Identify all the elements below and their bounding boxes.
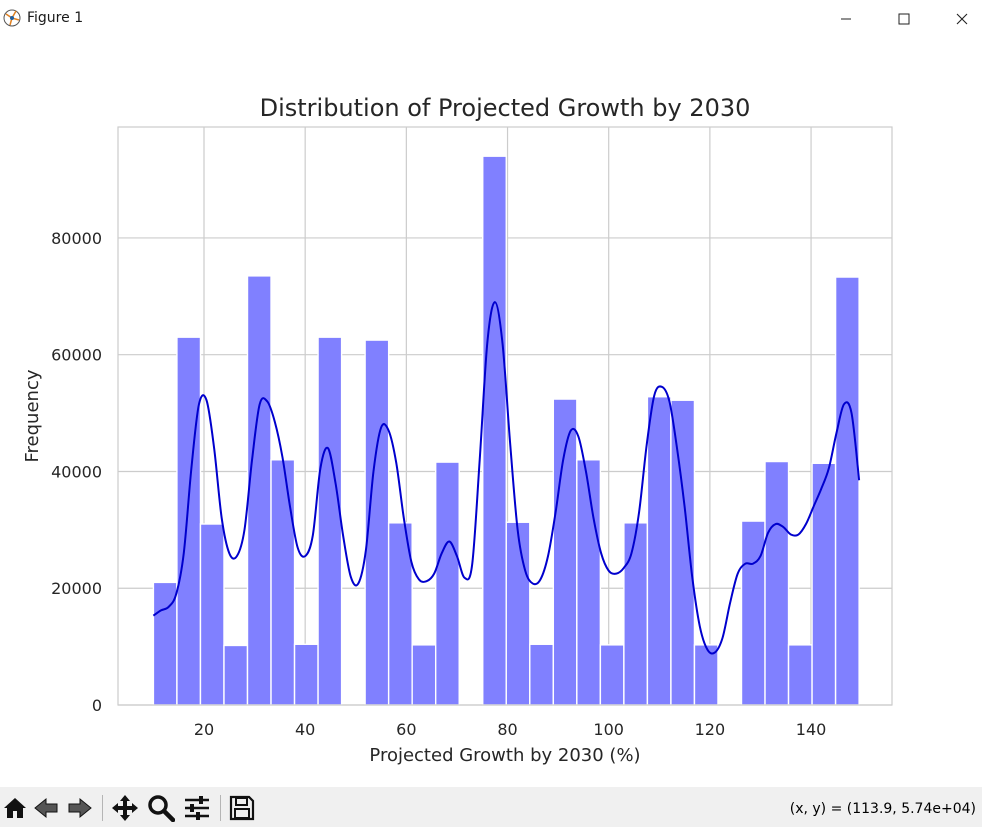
histogram-bar <box>529 643 555 706</box>
histogram-bar <box>552 398 578 706</box>
histogram-bar <box>270 459 296 706</box>
histogram-bar <box>246 275 272 706</box>
histogram-bar <box>176 336 202 706</box>
x-tick-labels: 20 40 60 80 100 120 140 <box>194 720 827 739</box>
histogram-bar <box>317 336 343 706</box>
histogram-bar <box>764 460 790 706</box>
maximize-icon <box>898 13 910 24</box>
cursor-coordinates: (x, y) = (113.9, 5.74e+04) <box>789 801 976 817</box>
histogram-bar <box>293 643 319 706</box>
maximize-button[interactable] <box>875 0 933 37</box>
histogram-bar <box>834 276 860 706</box>
home-icon <box>4 798 26 818</box>
y-tick-label: 40000 <box>51 462 102 481</box>
navigation-toolbar: (x, y) = (113.9, 5.74e+04) <box>0 787 982 827</box>
x-tick-label: 80 <box>497 720 517 739</box>
y-tick-label: 60000 <box>51 346 102 365</box>
forward-arrow-icon <box>68 797 92 819</box>
x-tick-label: 60 <box>396 720 416 739</box>
back-button[interactable] <box>31 793 61 823</box>
window-title: Figure 1 <box>27 10 84 26</box>
y-tick-label: 20000 <box>51 579 102 598</box>
x-tick-label: 140 <box>796 720 827 739</box>
histogram-bars <box>152 155 860 706</box>
y-tick-labels: 0 20000 40000 60000 80000 <box>51 229 102 715</box>
y-tick-label: 80000 <box>51 229 102 248</box>
minimize-button[interactable] <box>817 0 875 37</box>
window-titlebar: Figure 1 <box>0 0 982 37</box>
histogram-bar <box>599 644 625 706</box>
histogram-bar <box>623 522 649 706</box>
x-tick-label: 20 <box>194 720 214 739</box>
pan-move-icon <box>112 795 138 821</box>
histogram-chart: 20 40 60 80 100 120 140 020000400006000080000 … <box>22 94 893 766</box>
x-tick-label: 40 <box>295 720 315 739</box>
histogram-bar <box>740 520 766 706</box>
histogram-bar <box>223 644 249 706</box>
toolbar-separator <box>220 795 221 821</box>
histogram-bar <box>787 644 813 706</box>
figure-canvas[interactable]: 20 40 60 80 100 120 140 0 20000 40000 60000 80000 … <box>0 37 982 787</box>
x-axis-label: Projected Growth by 2030 (%) <box>369 745 640 766</box>
chart-title: Distribution of Projected Growth by 2030 <box>260 94 751 122</box>
histogram-bar <box>505 521 531 706</box>
x-tick-label: 120 <box>695 720 726 739</box>
y-axis-label: Frequency <box>22 369 43 462</box>
zoom-magnifier-icon <box>148 795 175 822</box>
histogram-bar <box>482 155 507 706</box>
x-tick-label: 100 <box>593 720 624 739</box>
minimize-icon <box>841 18 851 19</box>
histogram-bar <box>646 396 672 706</box>
toolbar-separator <box>102 795 103 821</box>
back-arrow-icon <box>34 797 58 819</box>
configure-subplots-button[interactable] <box>182 793 212 823</box>
configure-subplots-icon <box>185 796 209 820</box>
save-disk-icon <box>229 795 255 821</box>
pan-button[interactable] <box>110 793 140 823</box>
histogram-bar <box>434 461 460 706</box>
y-tick-label: 0 <box>92 696 102 715</box>
histogram-bar <box>670 399 696 706</box>
axes-frame <box>117 126 893 706</box>
save-button[interactable] <box>227 793 257 823</box>
forward-button[interactable] <box>65 793 95 823</box>
home-button[interactable] <box>0 793 30 823</box>
matplotlib-app-icon <box>3 9 21 27</box>
histogram-bar <box>199 523 225 706</box>
histogram-bar <box>576 459 602 706</box>
close-icon <box>956 13 968 24</box>
histogram-bar <box>411 644 437 706</box>
kde-line <box>152 301 861 655</box>
close-button[interactable] <box>933 0 982 37</box>
kde-curve <box>152 301 861 655</box>
zoom-button[interactable] <box>146 793 176 823</box>
